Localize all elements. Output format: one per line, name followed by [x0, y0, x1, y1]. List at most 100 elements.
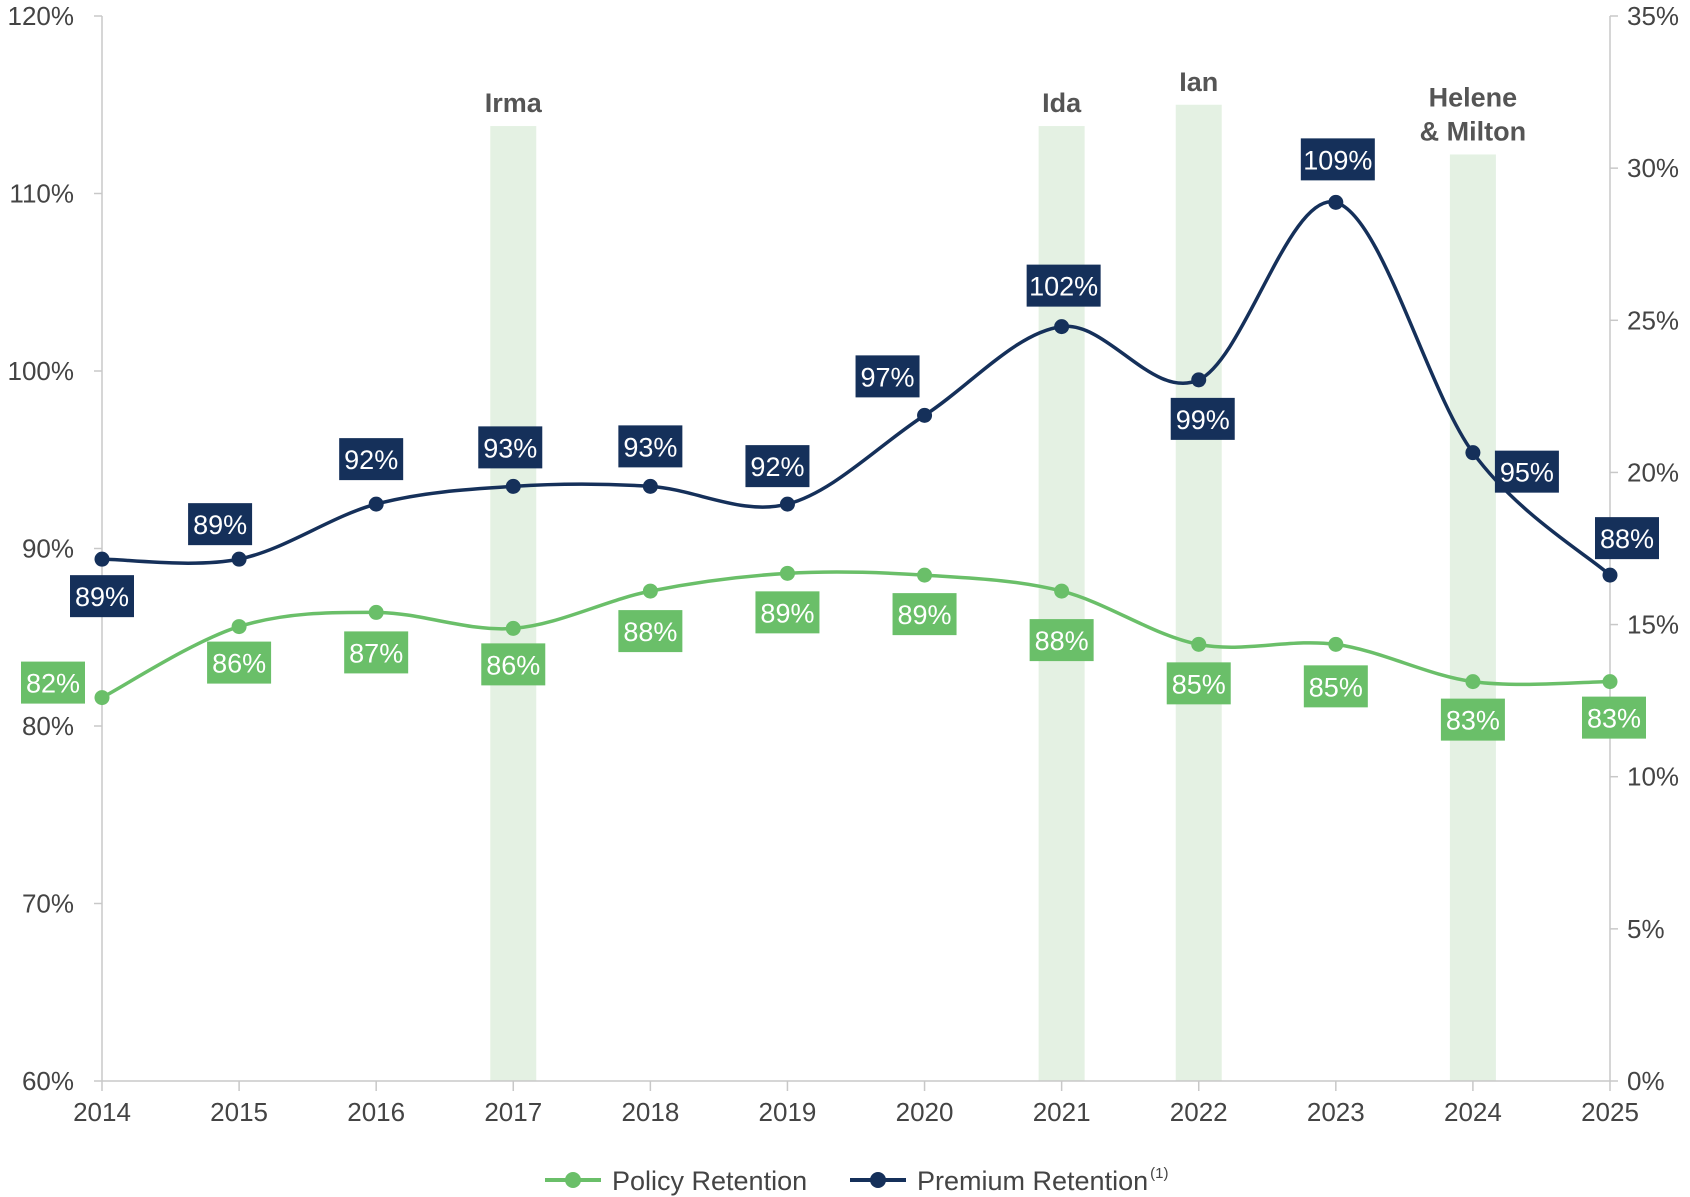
y-tick-label: 60% — [22, 1066, 74, 1096]
y2-tick-label: 20% — [1627, 457, 1679, 487]
data-label-box — [1440, 698, 1505, 741]
x-tick-label: 2022 — [1170, 1097, 1228, 1127]
data-label: 109% — [1303, 145, 1372, 175]
data-point — [231, 551, 247, 567]
data-label-box — [1300, 138, 1375, 181]
data-point — [1465, 674, 1481, 690]
data-point — [1191, 372, 1207, 388]
data-label: 85% — [1172, 669, 1226, 699]
data-label: 92% — [750, 452, 804, 482]
data-label-box — [1494, 450, 1559, 493]
data-point — [779, 496, 795, 512]
data-label: 97% — [861, 362, 915, 392]
legend-swatch-marker — [870, 1172, 886, 1188]
x-tick-label: 2024 — [1444, 1097, 1502, 1127]
data-label: 89% — [760, 598, 814, 628]
data-label: 88% — [623, 617, 677, 647]
data-label: 83% — [1446, 706, 1500, 736]
hurricane-label: Ida — [1042, 88, 1082, 118]
data-label: 89% — [193, 510, 247, 540]
axes: 60% 70% 80% 90% 100% 110% 120% 0% 5% 10% 15% 20% 25%… — [8, 1, 1680, 1127]
data-point — [505, 620, 521, 636]
data-label-box — [892, 593, 957, 636]
x-tick-label: 2018 — [621, 1097, 679, 1127]
data-point — [1054, 583, 1070, 599]
x-tick-label: 2014 — [73, 1097, 131, 1127]
data-label-box — [855, 355, 920, 398]
hurricane-label: Irma — [485, 88, 543, 118]
data-label-box — [1029, 619, 1094, 662]
hurricane-label: & Milton — [1420, 116, 1526, 146]
data-point — [642, 583, 658, 599]
data-point — [917, 407, 933, 423]
legend-label: Premium Retention (1) — [917, 1165, 1168, 1196]
data-label: 88% — [1600, 524, 1654, 554]
legend-swatch-marker — [565, 1172, 581, 1188]
data-label: 99% — [1176, 405, 1230, 435]
data-point — [642, 478, 658, 494]
data-label: 95% — [1500, 458, 1554, 488]
data-labels: 82% 86% 87% 86% 88% 89% 89% 88% 85% 85% 83% 83% 89% 8… — [21, 138, 1659, 741]
series-lines — [94, 194, 1618, 706]
data-label-box — [21, 661, 85, 704]
data-label-box — [481, 643, 546, 686]
y-tick-label: 100% — [8, 356, 75, 386]
legend: Policy Retention Premium Retention (1) — [545, 1165, 1168, 1196]
data-label-box — [618, 425, 683, 468]
data-label-box — [745, 445, 810, 488]
x-tick-label: 2021 — [1033, 1097, 1091, 1127]
y2-tick-label: 0% — [1627, 1066, 1665, 1096]
data-label-box — [344, 631, 409, 674]
data-label: 86% — [212, 649, 266, 679]
y-tick-label: 110% — [9, 179, 74, 209]
data-point — [231, 619, 247, 635]
data-label-box — [1595, 517, 1659, 560]
y2-tick-label: 35% — [1627, 1, 1679, 31]
data-point — [1465, 445, 1481, 461]
data-label: 92% — [344, 445, 398, 475]
data-point — [94, 551, 110, 567]
x-tick-label: 2023 — [1307, 1097, 1365, 1127]
data-label: 93% — [623, 432, 677, 462]
data-label-box — [1170, 397, 1235, 440]
data-label: 82% — [26, 669, 80, 699]
data-point — [1328, 194, 1344, 210]
data-label-box — [618, 610, 683, 653]
hurricane-label: Ian — [1179, 67, 1218, 97]
data-label: 83% — [1587, 704, 1641, 734]
data-label-box — [1026, 264, 1101, 307]
data-point — [368, 604, 384, 620]
y2-tick-label: 5% — [1627, 914, 1665, 944]
x-tick-label: 2019 — [759, 1097, 817, 1127]
data-label: 89% — [898, 600, 952, 630]
x-tick-label: 2017 — [484, 1097, 542, 1127]
data-label-box — [1582, 696, 1646, 739]
hurricane-label: Helene — [1429, 82, 1518, 112]
data-point — [1328, 636, 1344, 652]
data-point — [1054, 319, 1070, 335]
x-tick-label: 2025 — [1581, 1097, 1639, 1127]
y-tick-label: 90% — [22, 534, 74, 564]
data-point — [505, 478, 521, 494]
hurricane-band-0 — [490, 126, 537, 1082]
data-label-box — [478, 426, 543, 469]
data-point — [1191, 636, 1207, 652]
x-tick-label: 2020 — [896, 1097, 954, 1127]
data-label-box — [70, 575, 134, 618]
data-point — [917, 567, 933, 583]
data-label: 89% — [75, 582, 129, 612]
y2-tick-label: 10% — [1627, 762, 1679, 792]
data-point — [779, 565, 795, 581]
y2-tick-label: 15% — [1627, 610, 1679, 640]
data-point — [1602, 674, 1618, 690]
data-label: 87% — [349, 638, 403, 668]
data-label: 93% — [483, 433, 537, 463]
hurricane-band-3 — [1449, 154, 1496, 1081]
y-tick-label: 80% — [22, 711, 74, 741]
data-label-box — [188, 503, 253, 546]
data-point — [94, 690, 110, 706]
data-label-box — [339, 438, 404, 481]
data-label-box — [207, 641, 272, 684]
data-label-box — [1166, 662, 1231, 705]
